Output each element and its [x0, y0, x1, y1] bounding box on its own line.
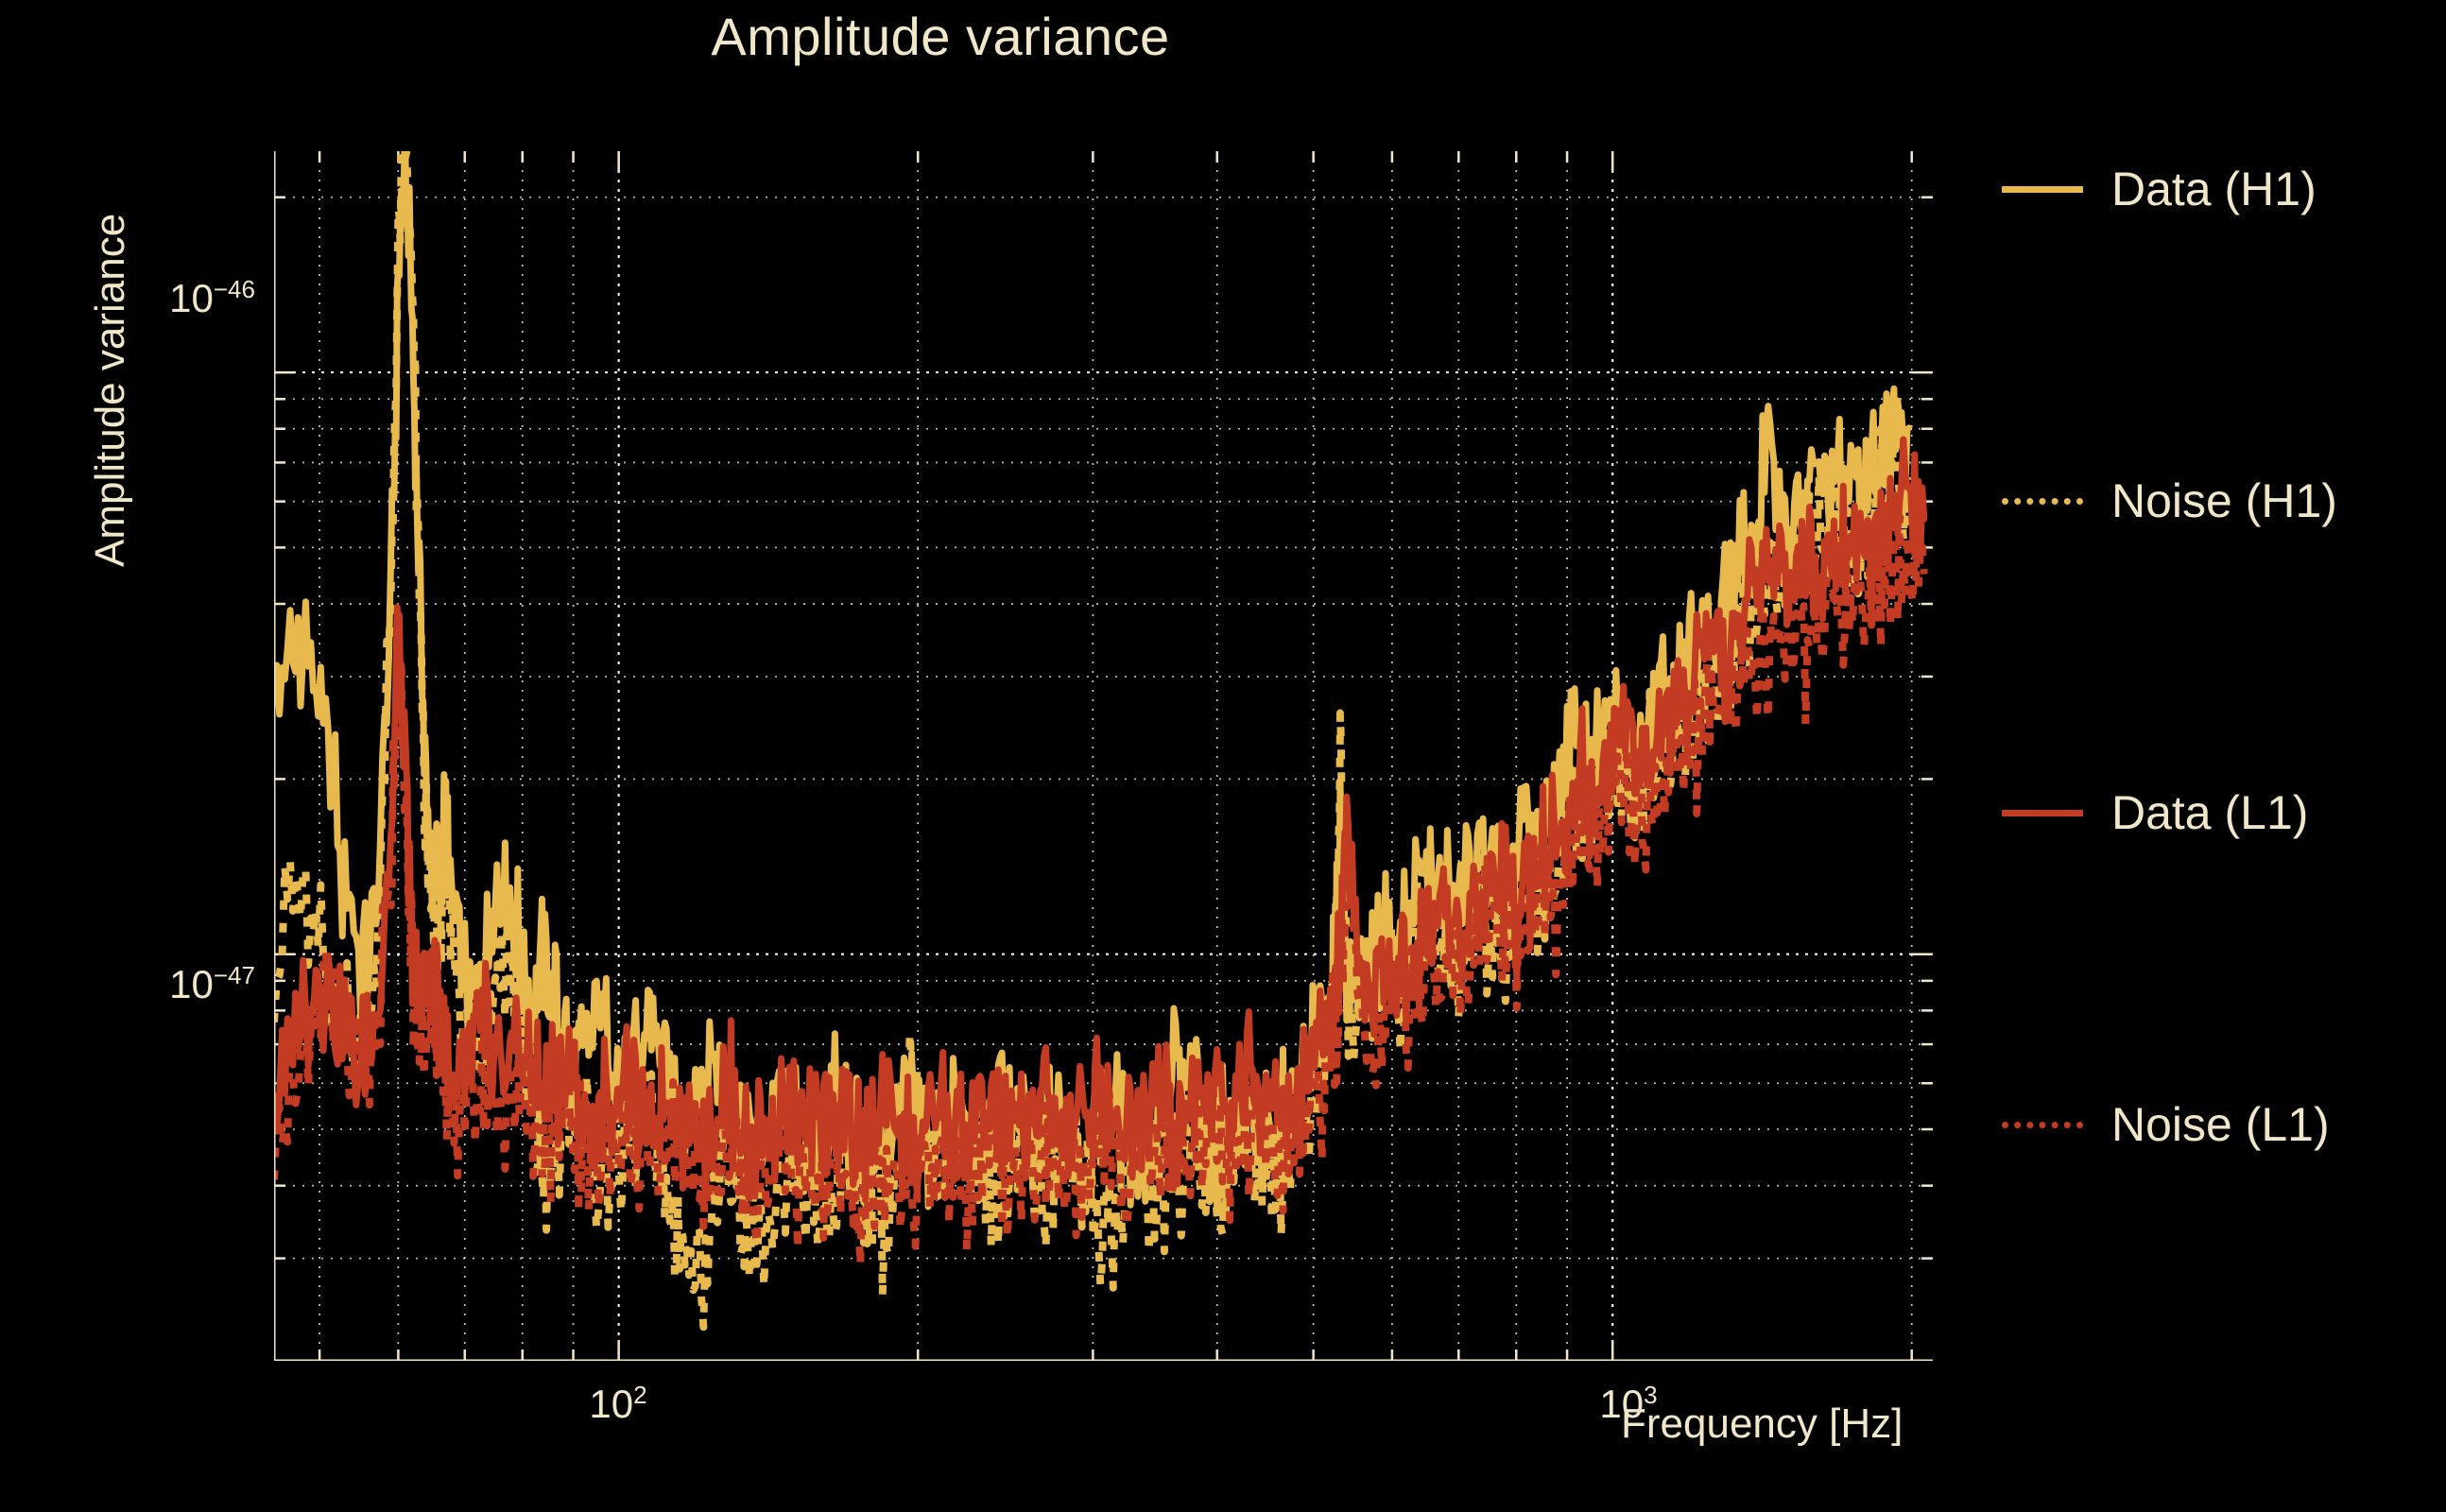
legend-item-data-l1[interactable]: Data (L1)	[2002, 784, 2308, 841]
legend-swatch-data-h1	[2002, 185, 2083, 193]
y-tick-label-1e-47: 10−47	[169, 961, 255, 1006]
plot-canvas	[274, 151, 1933, 1361]
legend-label-noise-l1: Noise (L1)	[2111, 1098, 2330, 1151]
y-tick-label-1e-46: 10−46	[169, 275, 255, 320]
legend-swatch-noise-h1	[2002, 497, 2083, 505]
legend-swatch-noise-l1	[2002, 1121, 2083, 1128]
x-axis-label: Frequency [Hz]	[1621, 1400, 1903, 1447]
legend: Data (H1) Noise (H1) Data (L1) Noise (L1…	[2002, 161, 2446, 1200]
legend-label-data-l1: Data (L1)	[2111, 786, 2309, 839]
x-tick-label-1e3: 103	[1599, 1381, 1658, 1426]
legend-item-data-h1[interactable]: Data (H1)	[2002, 161, 2317, 217]
y-axis-label: Amplitude variance	[87, 213, 133, 567]
legend-swatch-data-l1	[2002, 809, 2083, 816]
data-series	[274, 151, 1928, 1332]
legend-item-noise-h1[interactable]: Noise (H1)	[2002, 472, 2337, 529]
axis-ticks	[274, 151, 1933, 1361]
legend-label-data-h1: Data (H1)	[2111, 163, 2317, 215]
legend-item-noise-l1[interactable]: Noise (L1)	[2002, 1096, 2330, 1153]
x-tick-label-1e2: 102	[589, 1381, 647, 1426]
plot-area	[274, 151, 1933, 1361]
legend-label-noise-h1: Noise (H1)	[2111, 474, 2337, 527]
page-title: Amplitude variance	[711, 7, 1170, 66]
